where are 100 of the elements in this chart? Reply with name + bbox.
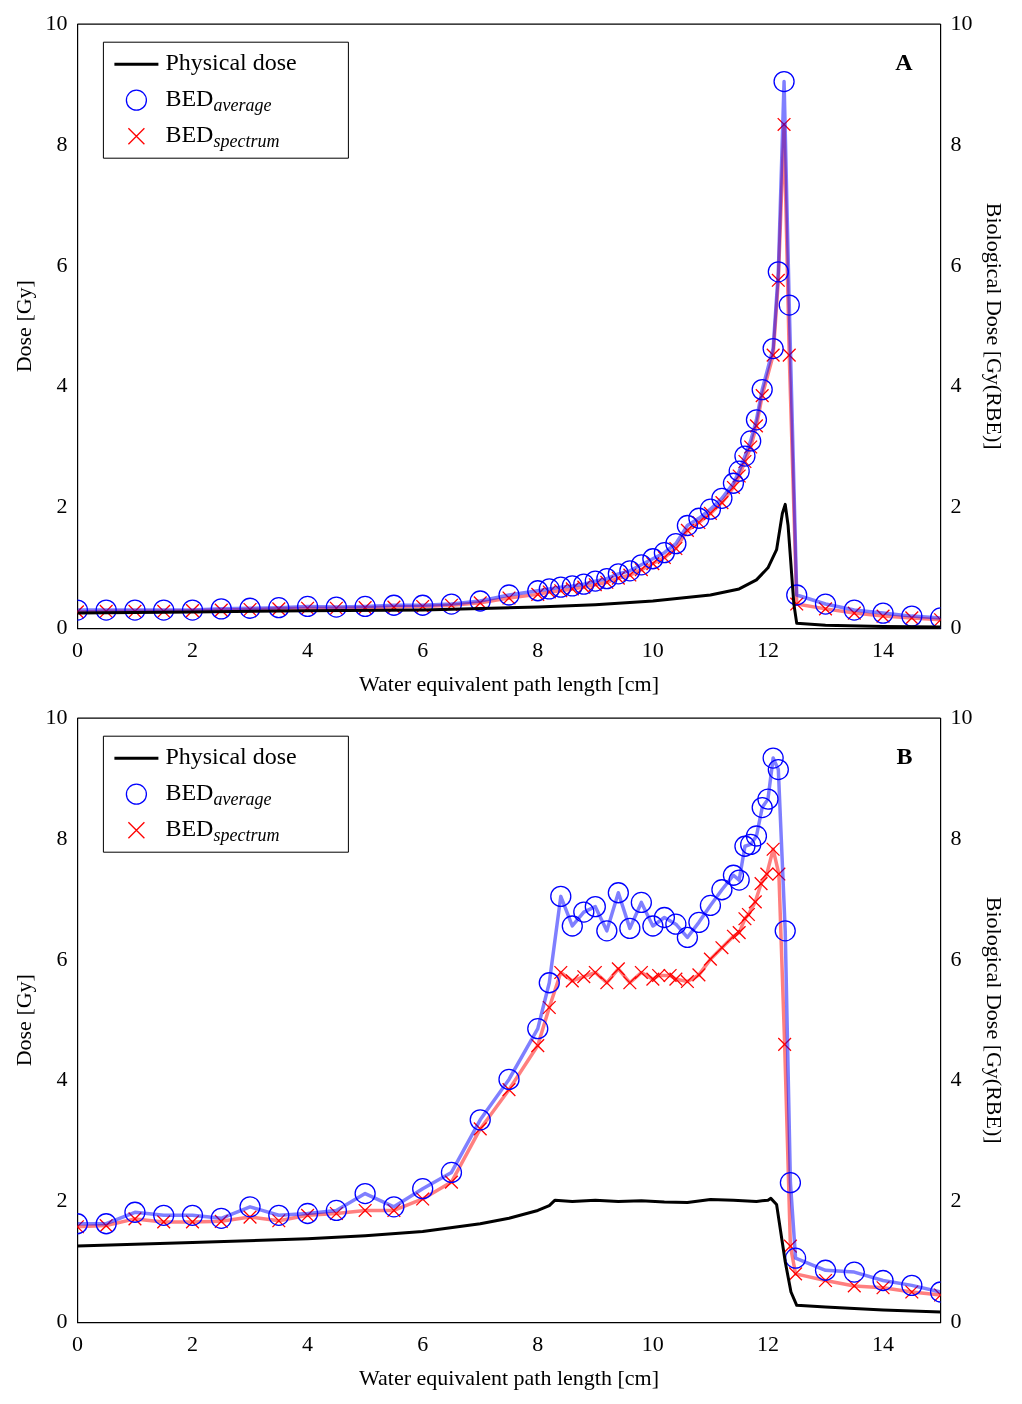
point <box>782 348 797 363</box>
point <box>181 1204 204 1226</box>
point <box>501 1082 517 1097</box>
y-tick-label: 10 <box>45 9 68 35</box>
point <box>767 758 789 781</box>
x-tick-label: 6 <box>417 1331 429 1357</box>
point <box>767 261 789 283</box>
y-tick-label: 4 <box>56 372 68 398</box>
point <box>538 972 560 994</box>
y2-tick-label: 0 <box>950 1307 962 1333</box>
y-tick-label: 4 <box>56 1066 68 1092</box>
point <box>668 972 683 987</box>
point <box>872 602 894 624</box>
point <box>473 1121 488 1136</box>
point <box>711 487 733 509</box>
point <box>786 584 808 606</box>
point <box>542 1000 557 1015</box>
point <box>726 929 741 944</box>
point <box>734 835 756 857</box>
point <box>745 409 768 431</box>
y2-tick-label: 2 <box>950 1187 962 1213</box>
point <box>444 1175 459 1190</box>
point <box>843 599 865 621</box>
x-tick-label: 2 <box>186 1331 198 1357</box>
y-axis-title: Dose [Gy] <box>10 974 36 1067</box>
point <box>561 575 583 597</box>
y-tick-label: 6 <box>56 945 68 971</box>
point <box>573 573 595 595</box>
point <box>527 580 549 602</box>
point <box>412 594 434 616</box>
x-tick-label: 8 <box>532 1331 544 1357</box>
x-tick-label: 4 <box>302 1331 314 1357</box>
point <box>611 961 626 976</box>
point <box>584 896 606 918</box>
point <box>788 1266 803 1281</box>
point <box>847 1278 862 1293</box>
point <box>584 570 606 592</box>
point <box>576 969 591 984</box>
point <box>778 294 800 316</box>
point <box>777 117 792 132</box>
legend-label: Physical dose <box>165 743 297 770</box>
point <box>748 894 763 909</box>
point <box>550 885 572 908</box>
point <box>296 1202 319 1225</box>
x-tick-label: 12 <box>756 637 779 663</box>
x-axis-title: Water equivalent path length [cm] <box>359 1364 659 1390</box>
y2-tick-label: 0 <box>950 613 962 639</box>
x-tick-label: 2 <box>186 637 198 663</box>
point <box>325 1199 348 1222</box>
point <box>607 882 629 904</box>
point <box>95 1213 117 1235</box>
point <box>783 1239 798 1254</box>
point <box>728 460 750 482</box>
point <box>630 891 653 914</box>
y-axis-title: Dose [Gy] <box>10 280 36 373</box>
point <box>762 337 784 360</box>
y2-axis-title: Biological Dose [Gy(RBE)] <box>982 896 1008 1144</box>
y-tick-label: 8 <box>56 824 68 850</box>
y2-axis-title: Biological Dose [Gy(RBE)] <box>982 202 1008 450</box>
point <box>296 595 319 618</box>
point <box>699 498 722 520</box>
point <box>527 1018 549 1040</box>
point <box>153 599 175 621</box>
point <box>210 598 232 620</box>
point <box>676 514 699 537</box>
x-tick-label: 14 <box>872 1331 895 1357</box>
x-tick-label: 14 <box>872 637 895 663</box>
point <box>699 894 722 917</box>
point <box>771 867 786 882</box>
x-tick-label: 6 <box>417 637 429 663</box>
point <box>239 597 261 619</box>
point <box>210 1207 232 1229</box>
point <box>124 599 146 621</box>
point <box>325 596 348 618</box>
point <box>153 1204 175 1226</box>
point <box>751 378 773 401</box>
point <box>622 975 637 990</box>
point <box>651 968 666 983</box>
point <box>754 876 769 891</box>
y-tick-label: 0 <box>56 1307 68 1333</box>
point <box>573 901 595 923</box>
y2-tick-label: 4 <box>950 1066 962 1092</box>
point <box>538 578 560 600</box>
point <box>843 1261 865 1283</box>
point <box>714 940 729 955</box>
point <box>354 595 376 618</box>
point <box>680 974 695 989</box>
point <box>354 1182 376 1205</box>
x-tick-label: 12 <box>756 1331 779 1357</box>
y-tick-label: 2 <box>56 493 68 519</box>
point <box>653 906 676 929</box>
y-tick-label: 0 <box>56 613 68 639</box>
point <box>415 1191 430 1206</box>
point <box>588 965 603 980</box>
point <box>607 563 629 585</box>
point <box>239 1196 261 1218</box>
point <box>732 925 747 940</box>
point <box>711 879 733 901</box>
point <box>688 911 710 933</box>
point <box>740 430 762 452</box>
